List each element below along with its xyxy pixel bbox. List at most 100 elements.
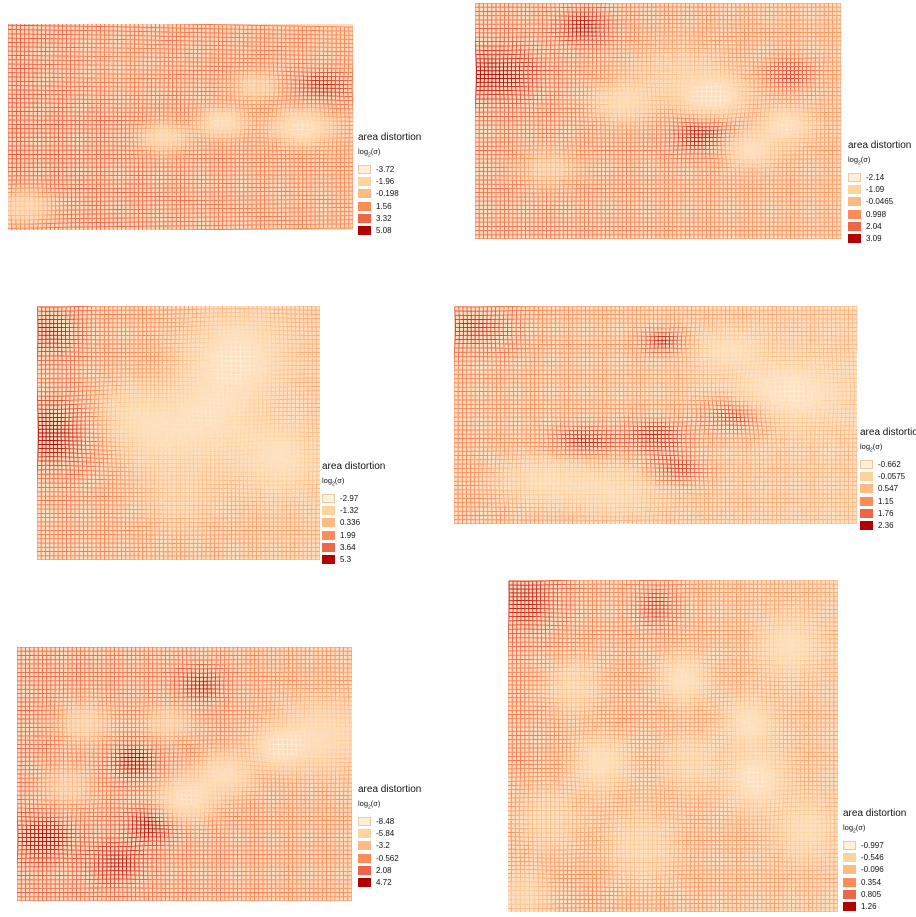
grid-lines [22, 824, 164, 879]
grid-lines [188, 342, 259, 421]
legend-entry: 0.354 [843, 876, 906, 888]
grid-lines [19, 78, 317, 216]
grid-lines [516, 3, 841, 239]
grid-lines [475, 3, 812, 239]
grid-lines [45, 319, 77, 453]
grid-lines [536, 596, 694, 908]
grid-lines [149, 361, 268, 473]
grid-lines [65, 335, 70, 418]
grid-lines [203, 726, 328, 788]
grid-lines [37, 314, 90, 463]
grid-lines [25, 764, 161, 860]
grid-lines [19, 26, 353, 229]
legend-entry: 5.3 [322, 553, 385, 565]
grid-lines [576, 20, 589, 32]
legend-6: area distortion log2(σ) -0.997 -0.546 -0.096… [843, 808, 906, 913]
grid-lines [463, 319, 476, 336]
grid-lines [616, 83, 770, 134]
grid-lines [499, 49, 710, 146]
grid-lines [141, 337, 293, 468]
grid-lines [495, 19, 601, 99]
grid-lines [38, 764, 144, 846]
grid-lines [42, 673, 200, 855]
grid-lines [515, 620, 838, 909]
grid-lines [212, 120, 312, 135]
legend-entry: -0.096 [843, 864, 906, 876]
grid-lines [130, 26, 353, 229]
grid-lines [38, 680, 208, 834]
grid-lines [520, 600, 653, 638]
grid-lines [458, 323, 647, 435]
legend-swatch [358, 189, 371, 199]
grid-lines [479, 15, 695, 154]
grid-lines [45, 647, 349, 901]
grid-lines [29, 74, 313, 221]
grid-lines [520, 588, 653, 625]
grid-lines [8, 29, 22, 164]
grid-lines [33, 647, 242, 901]
legend-entry: 0.336 [322, 517, 385, 529]
grid-lines [37, 306, 75, 466]
grid-lines [111, 312, 314, 506]
grid-lines [508, 580, 537, 613]
grid-lines [513, 318, 709, 410]
grid-lines [466, 306, 713, 524]
grid-lines [541, 580, 677, 630]
grid-lines [106, 381, 308, 557]
grid-lines [75, 708, 352, 801]
grid-lines [476, 58, 699, 139]
grid-lines [26, 681, 221, 880]
grid-lines [486, 306, 771, 524]
grid-lines [226, 115, 233, 126]
grid-lines [610, 667, 687, 766]
grid-lines [106, 312, 320, 515]
grid-lines [307, 76, 324, 89]
grid-lines [67, 692, 310, 774]
grid-lines [132, 324, 305, 482]
grid-lines [201, 356, 233, 430]
grid-lines [49, 692, 350, 814]
grid-lines [511, 604, 838, 900]
grid-lines [454, 310, 759, 524]
grid-lines [110, 312, 317, 511]
grid-lines [37, 343, 87, 466]
grid-lines [89, 704, 350, 809]
grid-lines [524, 3, 838, 239]
grid-lines [475, 3, 795, 239]
grid-lines [536, 52, 738, 177]
grid-lines [482, 306, 767, 524]
grid-lines [162, 347, 292, 469]
grid-lines [643, 91, 810, 164]
grid-lines [292, 124, 298, 130]
grid-lines [529, 600, 677, 639]
grid-lines [339, 88, 345, 93]
grid-lines [601, 667, 682, 761]
grid-lines [499, 70, 516, 91]
grid-lines [169, 718, 351, 814]
grid-lines [693, 6, 762, 210]
grid-lines [479, 3, 711, 239]
grid-lines [33, 647, 251, 901]
grid-lines [508, 585, 673, 639]
grid-lines [563, 874, 589, 884]
grid-lines [20, 25, 336, 227]
grid-lines [508, 580, 686, 909]
grid-lines [514, 16, 589, 79]
grid-lines [112, 306, 317, 510]
legend-entry: 1.15 [860, 495, 916, 507]
grid-lines [34, 692, 216, 880]
grid-lines [215, 773, 230, 784]
grid-lines [100, 29, 320, 225]
grid-lines [508, 3, 824, 239]
grid-lines [507, 35, 714, 138]
grid-lines [154, 120, 303, 152]
grid-lines [694, 671, 759, 737]
grid-lines [710, 100, 792, 130]
grid-lines [97, 777, 120, 889]
grid-lines [90, 309, 223, 560]
grid-lines [194, 722, 346, 805]
grid-lines [37, 306, 82, 475]
legend-entry: -3.2 [358, 840, 421, 852]
grid-lines [37, 318, 83, 397]
grid-lines [8, 24, 341, 160]
